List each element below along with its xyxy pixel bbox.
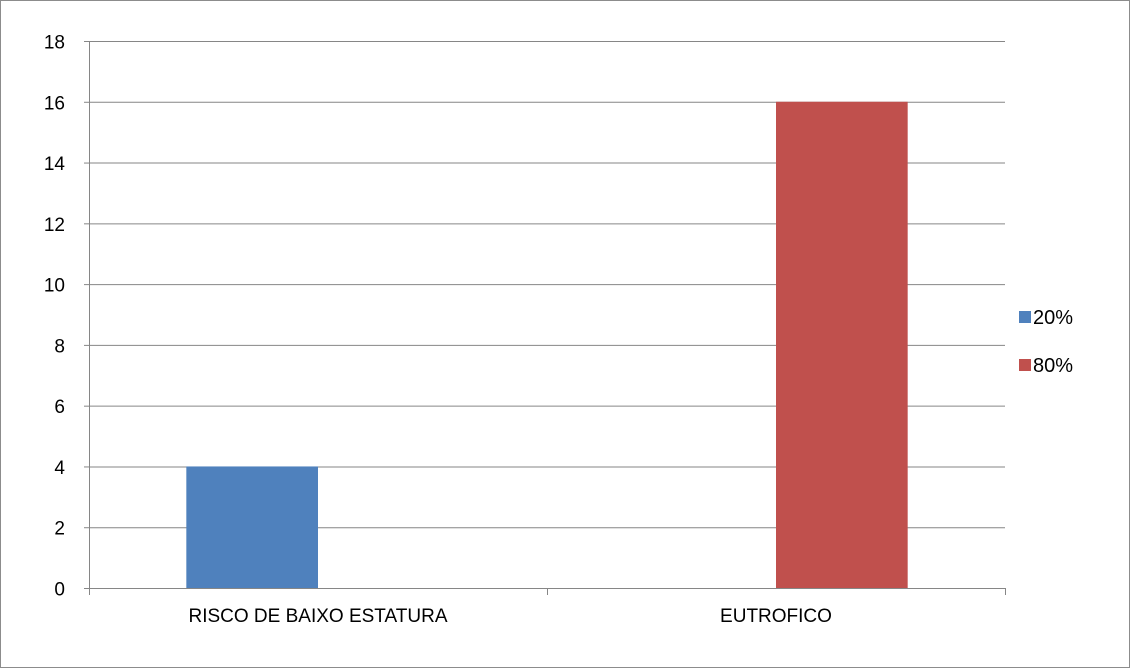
y-tick-label: 6 [54, 397, 65, 418]
y-tick-label: 2 [54, 519, 65, 540]
legend: 20% 80% [1019, 307, 1073, 377]
bars [186, 101, 908, 589]
legend-label: 80% [1033, 355, 1073, 377]
x-category-label: EUTROFICO [720, 606, 832, 627]
y-tick-label: 16 [44, 93, 65, 114]
y-tick-label: 8 [54, 336, 65, 357]
legend-swatch [1019, 311, 1031, 323]
y-tick-label: 18 [44, 33, 65, 54]
y-tick-label: 0 [54, 580, 65, 601]
axes: 0 2 4 6 8 10 12 14 16 18 RISCO DE BAIXO ESTATURA EU… [44, 33, 1006, 627]
y-tick-label: 4 [54, 458, 65, 479]
y-tick-label: 12 [44, 215, 65, 236]
x-category-label: RISCO DE BAIXO ESTATURA [188, 606, 447, 627]
bar-20pct-0 [186, 466, 318, 588]
legend-swatch [1019, 359, 1031, 371]
bar-80pct-1 [776, 101, 908, 589]
y-tick-label: 10 [44, 276, 65, 297]
legend-label: 20% [1033, 307, 1073, 329]
y-tick-label: 14 [44, 154, 66, 175]
